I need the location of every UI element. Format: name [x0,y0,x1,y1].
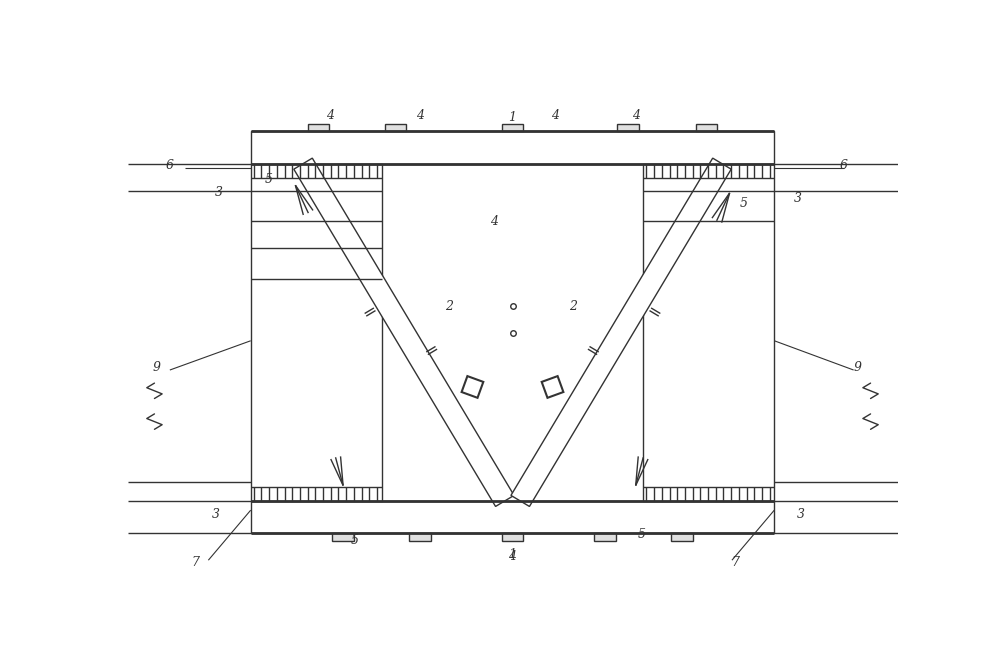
Polygon shape [294,158,514,507]
Text: 4: 4 [632,109,640,122]
Bar [671,533,693,541]
Polygon shape [542,376,563,398]
Bar [385,124,406,132]
Text: 5: 5 [351,534,359,547]
Text: 5: 5 [638,528,646,542]
Polygon shape [462,376,483,398]
Text: 3: 3 [214,186,222,199]
Bar [251,164,382,501]
Text: 3: 3 [793,192,801,205]
Bar [308,124,329,132]
Text: 1: 1 [509,111,516,124]
Bar [696,124,717,132]
Text: 9: 9 [153,361,161,374]
Text: 3: 3 [797,508,805,521]
Text: 4: 4 [551,109,559,122]
Text: 4: 4 [326,109,334,122]
Text: 7: 7 [191,556,199,569]
Polygon shape [511,158,731,507]
Bar [643,164,774,501]
Text: 5: 5 [264,172,272,186]
Bar [594,533,616,541]
Text: 7: 7 [732,556,740,569]
Bar [332,533,354,541]
Text: 5: 5 [740,197,748,210]
Text: 4: 4 [416,109,424,122]
Bar [502,124,523,132]
Text: 2: 2 [569,299,577,313]
Bar [251,132,774,164]
Bar [409,533,431,541]
Text: 4: 4 [490,215,498,228]
Text: 2: 2 [445,299,453,313]
Text: 9: 9 [853,361,861,374]
Bar [251,501,774,533]
Text: 4: 4 [509,550,516,563]
Bar [502,533,523,541]
Bar [617,124,639,132]
Text: 3: 3 [212,508,220,521]
Text: 1: 1 [509,547,516,561]
Text: 6: 6 [840,159,848,172]
Text: 6: 6 [166,159,174,172]
